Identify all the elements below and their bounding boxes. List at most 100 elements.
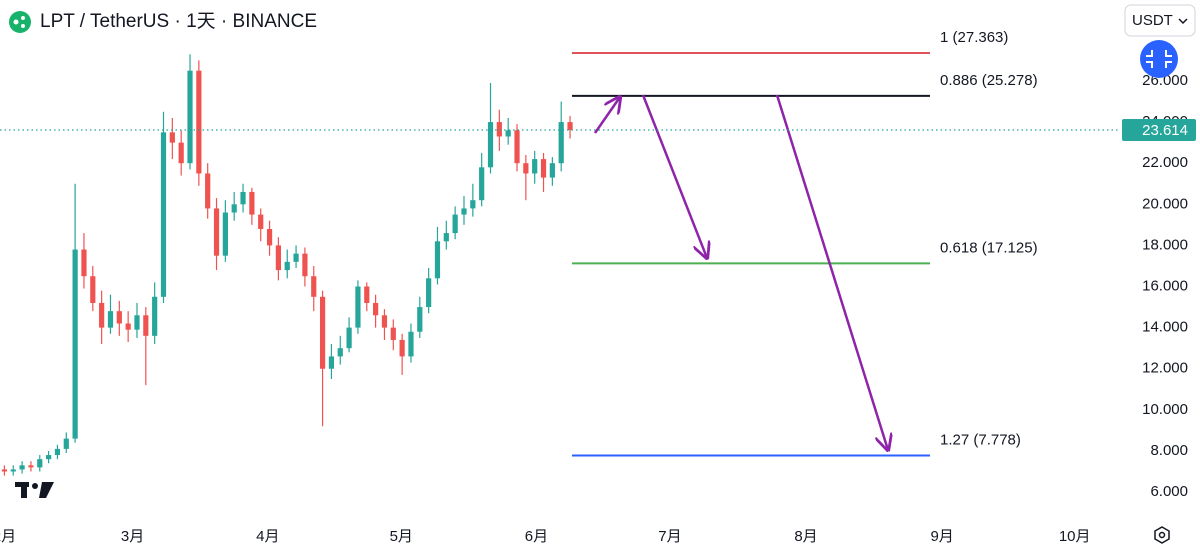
candle-body bbox=[470, 200, 476, 209]
plot-area: 6.000 8.000 10.000 12.000 14.000 16.000 18.000… bbox=[0, 29, 1188, 545]
collapse-icon[interactable] bbox=[1146, 50, 1172, 68]
candle-body bbox=[355, 286, 361, 328]
candle-body bbox=[1, 469, 8, 472]
candle-body bbox=[10, 469, 16, 472]
settings-icon-center[interactable] bbox=[1158, 531, 1166, 539]
candle-body bbox=[99, 302, 105, 328]
candle-body bbox=[479, 167, 485, 201]
candle-body bbox=[302, 253, 308, 277]
logo-dot bbox=[21, 16, 25, 20]
candle-body bbox=[426, 278, 432, 308]
candle-body bbox=[72, 249, 78, 439]
button-frame[interactable] bbox=[1124, 4, 1196, 37]
currency-button[interactable]: USDT bbox=[1124, 4, 1196, 37]
x-tick-label: 4月 bbox=[256, 528, 279, 545]
candle-body bbox=[381, 315, 388, 328]
candle-body bbox=[205, 173, 211, 209]
candle-body bbox=[54, 448, 61, 456]
candle-body bbox=[399, 339, 405, 357]
candle-body bbox=[19, 465, 25, 470]
y-tick-label: 20.000 bbox=[1142, 195, 1188, 212]
candle-body bbox=[337, 348, 343, 357]
candle-body bbox=[523, 163, 529, 174]
y-tick-label: 6.000 bbox=[1150, 483, 1188, 500]
candle-body bbox=[540, 159, 547, 178]
y-tick-label: 14.000 bbox=[1142, 319, 1188, 336]
chart-title: LPT / TetherUS · 1天 · BINANCE bbox=[40, 11, 317, 32]
candle-body bbox=[37, 459, 43, 468]
candle-body bbox=[434, 241, 441, 279]
candle-body bbox=[213, 208, 220, 256]
logo-part bbox=[32, 483, 38, 489]
candle-body bbox=[319, 296, 326, 369]
candle-body bbox=[364, 286, 370, 303]
candle-body bbox=[558, 122, 564, 164]
candle-body bbox=[107, 311, 114, 328]
candle-body bbox=[240, 191, 246, 205]
currency-label[interactable]: USDT bbox=[1132, 12, 1173, 29]
candle-body bbox=[231, 204, 237, 213]
arrow bbox=[593, 97, 620, 134]
candle-body bbox=[81, 249, 87, 277]
candle-body bbox=[46, 455, 52, 460]
x-tick-label: 6月 bbox=[525, 528, 548, 545]
candle-body bbox=[187, 70, 193, 164]
logo-dot bbox=[13, 19, 19, 25]
candle-body bbox=[134, 315, 140, 330]
logo-part bbox=[39, 482, 54, 498]
price-overlay: 23.614 bbox=[0, 119, 1196, 142]
header: LPT / TetherUS · 1天 · BINANCE bbox=[9, 11, 317, 33]
candle-body bbox=[258, 214, 264, 229]
level-label: 1.27 (7.778) bbox=[940, 431, 1021, 448]
x-tick-label: 9月 bbox=[930, 528, 953, 545]
y-tick-label: 22.000 bbox=[1142, 154, 1188, 171]
candle-body bbox=[152, 296, 158, 336]
logo-part bbox=[21, 482, 27, 498]
candle-body bbox=[222, 212, 228, 256]
logo-dot bbox=[21, 24, 25, 28]
button-circle[interactable] bbox=[1140, 40, 1178, 78]
level-label: 0.618 (17.125) bbox=[940, 239, 1038, 256]
collapse-button[interactable] bbox=[1140, 40, 1178, 78]
candle-body bbox=[505, 130, 511, 137]
last-price-tag bbox=[1122, 119, 1196, 142]
level-label: 1 (27.363) bbox=[940, 29, 1008, 46]
x-tick-label: 5月 bbox=[390, 528, 413, 545]
candle-body bbox=[28, 465, 34, 468]
candle-body bbox=[90, 276, 96, 303]
candle-body bbox=[178, 142, 184, 164]
candle-body bbox=[169, 132, 175, 143]
candle-body bbox=[293, 253, 299, 262]
candle-body bbox=[487, 122, 494, 168]
y-tick-label: 8.000 bbox=[1150, 442, 1188, 459]
y-tick-label: 18.000 bbox=[1142, 236, 1188, 253]
candle-body bbox=[408, 331, 414, 357]
candle-body bbox=[196, 70, 202, 174]
dropdown-icon[interactable] bbox=[1178, 18, 1188, 25]
candle-body bbox=[514, 130, 520, 164]
arrow bbox=[641, 94, 707, 258]
candle-body bbox=[311, 276, 317, 297]
candle-body bbox=[496, 122, 502, 137]
settings-icon[interactable] bbox=[1154, 526, 1170, 544]
candle-body bbox=[328, 356, 335, 369]
candle-body bbox=[346, 327, 352, 349]
candle-body bbox=[284, 261, 290, 271]
candle-body bbox=[452, 214, 458, 234]
y-tick-label: 10.000 bbox=[1142, 401, 1188, 418]
candle-body bbox=[549, 163, 555, 178]
annotation-arrows bbox=[593, 94, 888, 450]
candle-body bbox=[143, 315, 149, 336]
y-tick-label: 16.000 bbox=[1142, 277, 1188, 294]
symbol-logo bbox=[9, 11, 31, 33]
candle-body bbox=[461, 208, 467, 215]
arrow bbox=[775, 94, 888, 450]
candle-body bbox=[125, 323, 131, 330]
candle-body bbox=[249, 191, 255, 215]
candle-body bbox=[373, 302, 379, 316]
x-tick-label: 7月 bbox=[658, 528, 681, 545]
candle-body bbox=[567, 122, 573, 131]
x-tick-label: 3月 bbox=[121, 528, 144, 545]
last-price-label: 23.614 bbox=[1142, 122, 1188, 139]
